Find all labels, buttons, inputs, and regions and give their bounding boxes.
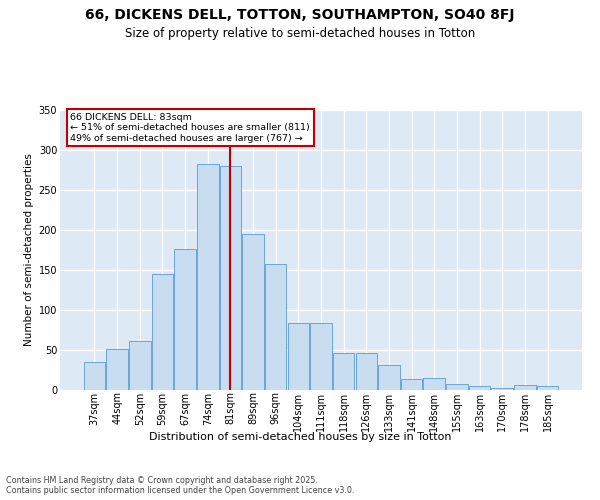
Text: Contains HM Land Registry data © Crown copyright and database right 2025.
Contai: Contains HM Land Registry data © Crown c… bbox=[6, 476, 355, 495]
Text: 66 DICKENS DELL: 83sqm
← 51% of semi-detached houses are smaller (811)
49% of se: 66 DICKENS DELL: 83sqm ← 51% of semi-det… bbox=[70, 113, 310, 142]
Bar bbox=[446, 384, 467, 390]
Bar bbox=[106, 349, 128, 390]
Bar bbox=[175, 249, 196, 390]
Bar bbox=[333, 353, 355, 390]
Bar bbox=[356, 353, 377, 390]
Bar bbox=[514, 385, 536, 390]
Bar bbox=[152, 274, 173, 390]
Bar bbox=[491, 388, 513, 390]
Bar bbox=[220, 166, 241, 390]
Bar bbox=[84, 362, 105, 390]
Text: Size of property relative to semi-detached houses in Totton: Size of property relative to semi-detach… bbox=[125, 28, 475, 40]
Bar bbox=[310, 323, 332, 390]
Y-axis label: Number of semi-detached properties: Number of semi-detached properties bbox=[25, 154, 34, 346]
Bar bbox=[469, 386, 490, 390]
Text: Distribution of semi-detached houses by size in Totton: Distribution of semi-detached houses by … bbox=[149, 432, 451, 442]
Bar bbox=[242, 234, 264, 390]
Bar bbox=[378, 365, 400, 390]
Text: 66, DICKENS DELL, TOTTON, SOUTHAMPTON, SO40 8FJ: 66, DICKENS DELL, TOTTON, SOUTHAMPTON, S… bbox=[85, 8, 515, 22]
Bar bbox=[129, 341, 151, 390]
Bar bbox=[197, 164, 218, 390]
Bar bbox=[424, 378, 445, 390]
Bar bbox=[287, 323, 309, 390]
Bar bbox=[537, 386, 558, 390]
Bar bbox=[265, 264, 286, 390]
Bar bbox=[401, 379, 422, 390]
